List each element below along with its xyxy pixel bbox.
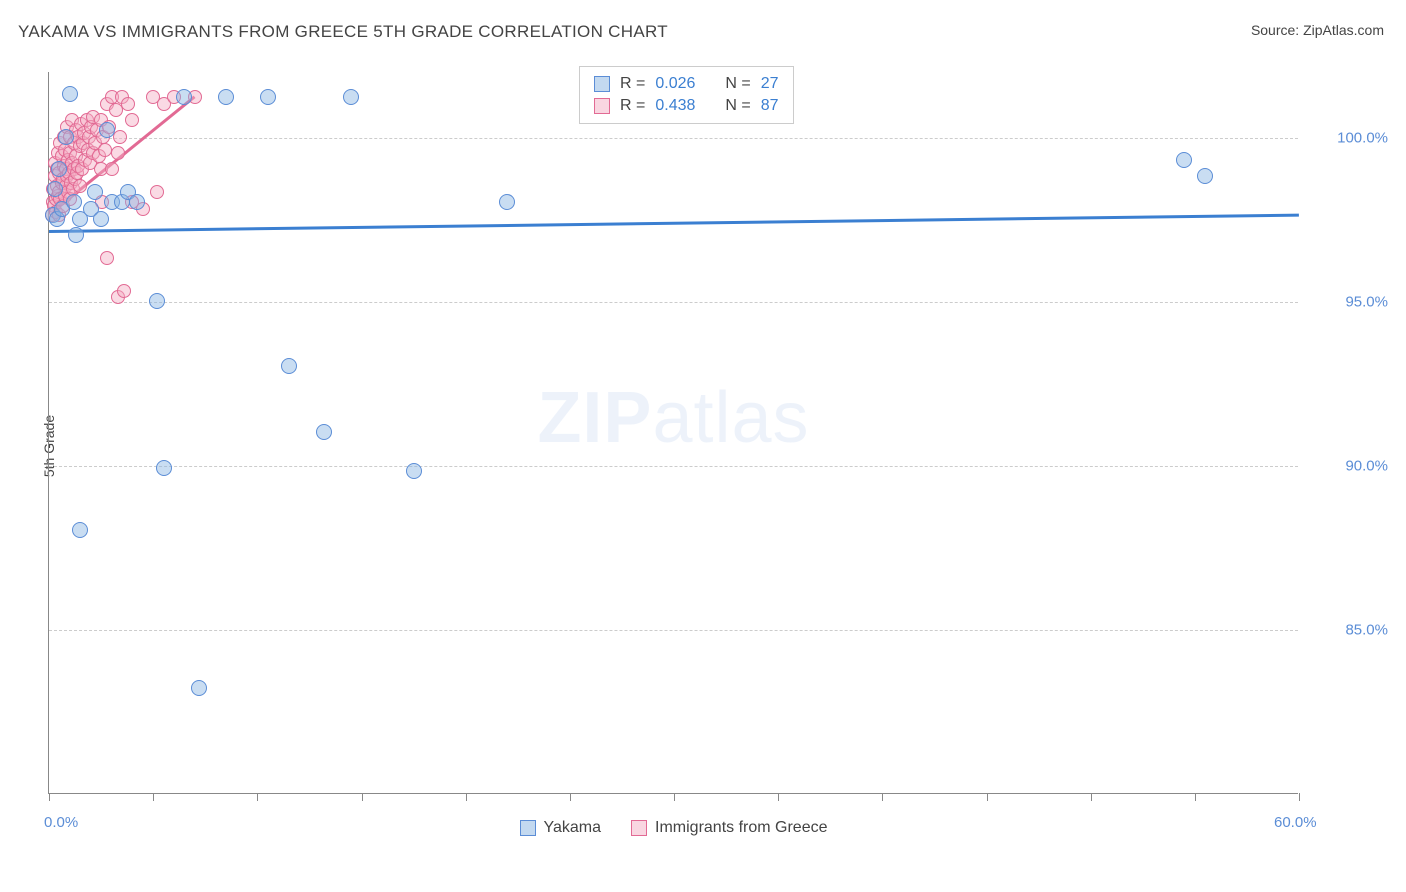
data-point-yakama (129, 194, 145, 210)
data-point-greece (105, 162, 119, 176)
series-legend: Yakama Immigrants from Greece (520, 819, 828, 837)
x-tick (1299, 793, 1300, 801)
data-point-yakama (62, 86, 78, 102)
correlation-legend: R = 0.026 N = 27 R = 0.438 N = 87 (579, 66, 794, 124)
data-point-yakama (218, 89, 234, 105)
x-tick (987, 793, 988, 801)
swatch-yakama (594, 76, 610, 92)
legend-item-yakama: Yakama (520, 819, 602, 837)
data-point-yakama (66, 194, 82, 210)
data-point-greece (150, 185, 164, 199)
data-point-yakama (72, 522, 88, 538)
legend-row-greece: R = 0.438 N = 87 (594, 95, 779, 117)
x-tick (362, 793, 363, 801)
legend-label-yakama: Yakama (544, 819, 602, 837)
gridline (49, 466, 1298, 467)
data-point-yakama (87, 184, 103, 200)
legend-label-greece: Immigrants from Greece (655, 819, 827, 837)
data-point-yakama (58, 129, 74, 145)
x-tick (1091, 793, 1092, 801)
data-point-yakama (1197, 168, 1213, 184)
data-point-yakama (1176, 152, 1192, 168)
x-tick (570, 793, 571, 801)
data-point-yakama (406, 463, 422, 479)
swatch-yakama-icon (520, 820, 536, 836)
data-point-yakama (93, 211, 109, 227)
trend-line (49, 213, 1299, 232)
swatch-greece-icon (631, 820, 647, 836)
gridline (49, 630, 1298, 631)
data-point-yakama (499, 194, 515, 210)
r-label: R = (620, 97, 645, 115)
x-tick (466, 793, 467, 801)
n-value-greece: 87 (761, 97, 779, 115)
legend-item-greece: Immigrants from Greece (631, 819, 827, 837)
gridline (49, 302, 1298, 303)
watermark: ZIPatlas (537, 377, 809, 459)
x-tick (1195, 793, 1196, 801)
data-point-greece (125, 113, 139, 127)
data-point-yakama (51, 161, 67, 177)
x-tick (153, 793, 154, 801)
data-point-yakama (281, 358, 297, 374)
data-point-greece (100, 251, 114, 265)
r-label: R = (620, 75, 645, 93)
y-tick-label: 100.0% (1308, 129, 1388, 146)
data-point-greece (117, 284, 131, 298)
x-tick-label: 60.0% (1274, 814, 1317, 831)
r-value-greece: 0.438 (655, 97, 695, 115)
data-point-yakama (176, 89, 192, 105)
r-value-yakama: 0.026 (655, 75, 695, 93)
x-tick-label: 0.0% (44, 814, 78, 831)
data-point-yakama (316, 424, 332, 440)
n-label: N = (725, 97, 750, 115)
data-point-greece (73, 179, 87, 193)
x-tick (778, 793, 779, 801)
x-tick (674, 793, 675, 801)
swatch-greece (594, 98, 610, 114)
chart-title: YAKAMA VS IMMIGRANTS FROM GREECE 5TH GRA… (18, 22, 668, 42)
y-tick-label: 95.0% (1308, 293, 1388, 310)
x-tick (882, 793, 883, 801)
data-point-yakama (99, 122, 115, 138)
data-point-yakama (191, 680, 207, 696)
data-point-yakama (68, 227, 84, 243)
legend-row-yakama: R = 0.026 N = 27 (594, 73, 779, 95)
data-point-yakama (156, 460, 172, 476)
data-point-greece (111, 146, 125, 160)
data-point-yakama (47, 181, 63, 197)
x-tick (49, 793, 50, 801)
data-point-yakama (149, 293, 165, 309)
y-tick-label: 90.0% (1308, 457, 1388, 474)
data-point-yakama (260, 89, 276, 105)
n-label: N = (725, 75, 750, 93)
gridline (49, 138, 1298, 139)
data-point-yakama (343, 89, 359, 105)
source-attribution: Source: ZipAtlas.com (1251, 22, 1384, 38)
scatter-plot-area: ZIPatlas R = 0.026 N = 27 R = 0.438 N = … (48, 72, 1298, 794)
y-tick-label: 85.0% (1308, 621, 1388, 638)
data-point-greece (121, 97, 135, 111)
x-tick (257, 793, 258, 801)
n-value-yakama: 27 (761, 75, 779, 93)
